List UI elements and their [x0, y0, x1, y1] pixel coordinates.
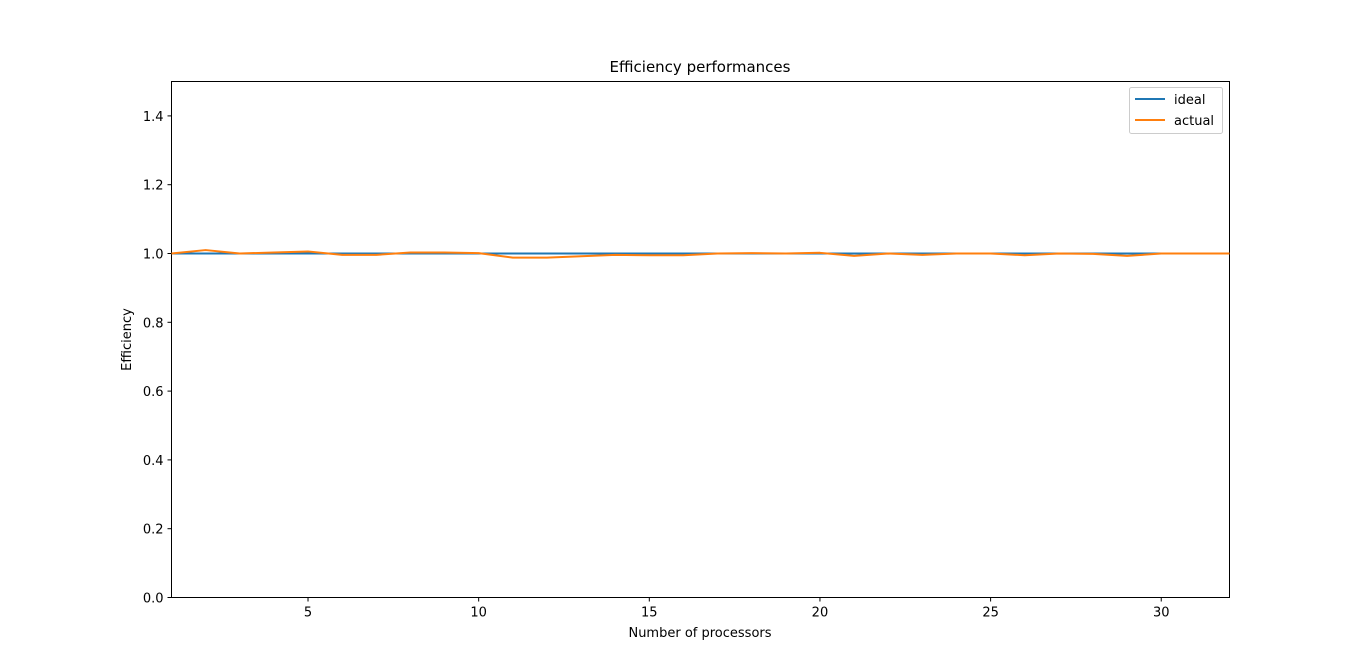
- legend: ideal actual: [1129, 87, 1223, 134]
- y-tick-label: 0.2: [143, 523, 164, 538]
- y-tick-label: 0.8: [143, 316, 164, 331]
- x-tick-label: 15: [641, 606, 658, 621]
- plot-frame: [171, 81, 1230, 598]
- x-tick-label: 10: [470, 606, 487, 621]
- y-axis-ticks: 0.0 0.2 0.4 0.6 0.8 1.0 1.2 1.4: [143, 110, 172, 607]
- legend-label-actual: actual: [1174, 114, 1214, 129]
- x-axis-ticks: 5 10 15 20 25 30: [304, 597, 1170, 621]
- y-tick-label: 0.6: [143, 385, 164, 400]
- y-tick-label: 1.2: [143, 179, 164, 194]
- y-tick-label: 0.0: [143, 592, 164, 607]
- chart-title: Efficiency performances: [610, 58, 791, 76]
- series-line-actual: [171, 249, 1230, 259]
- legend-label-ideal: ideal: [1174, 93, 1205, 108]
- x-axis-label: Number of processors: [628, 626, 771, 641]
- y-tick-label: 1.0: [143, 248, 164, 263]
- x-tick-label: 5: [304, 606, 312, 621]
- series-lines: [171, 249, 1230, 259]
- x-tick-label: 25: [982, 606, 999, 621]
- y-axis-label: Efficiency: [120, 308, 135, 371]
- x-tick-label: 20: [812, 606, 829, 621]
- x-tick-label: 30: [1153, 606, 1170, 621]
- y-tick-label: 1.4: [143, 110, 164, 125]
- y-tick-label: 0.4: [143, 454, 164, 469]
